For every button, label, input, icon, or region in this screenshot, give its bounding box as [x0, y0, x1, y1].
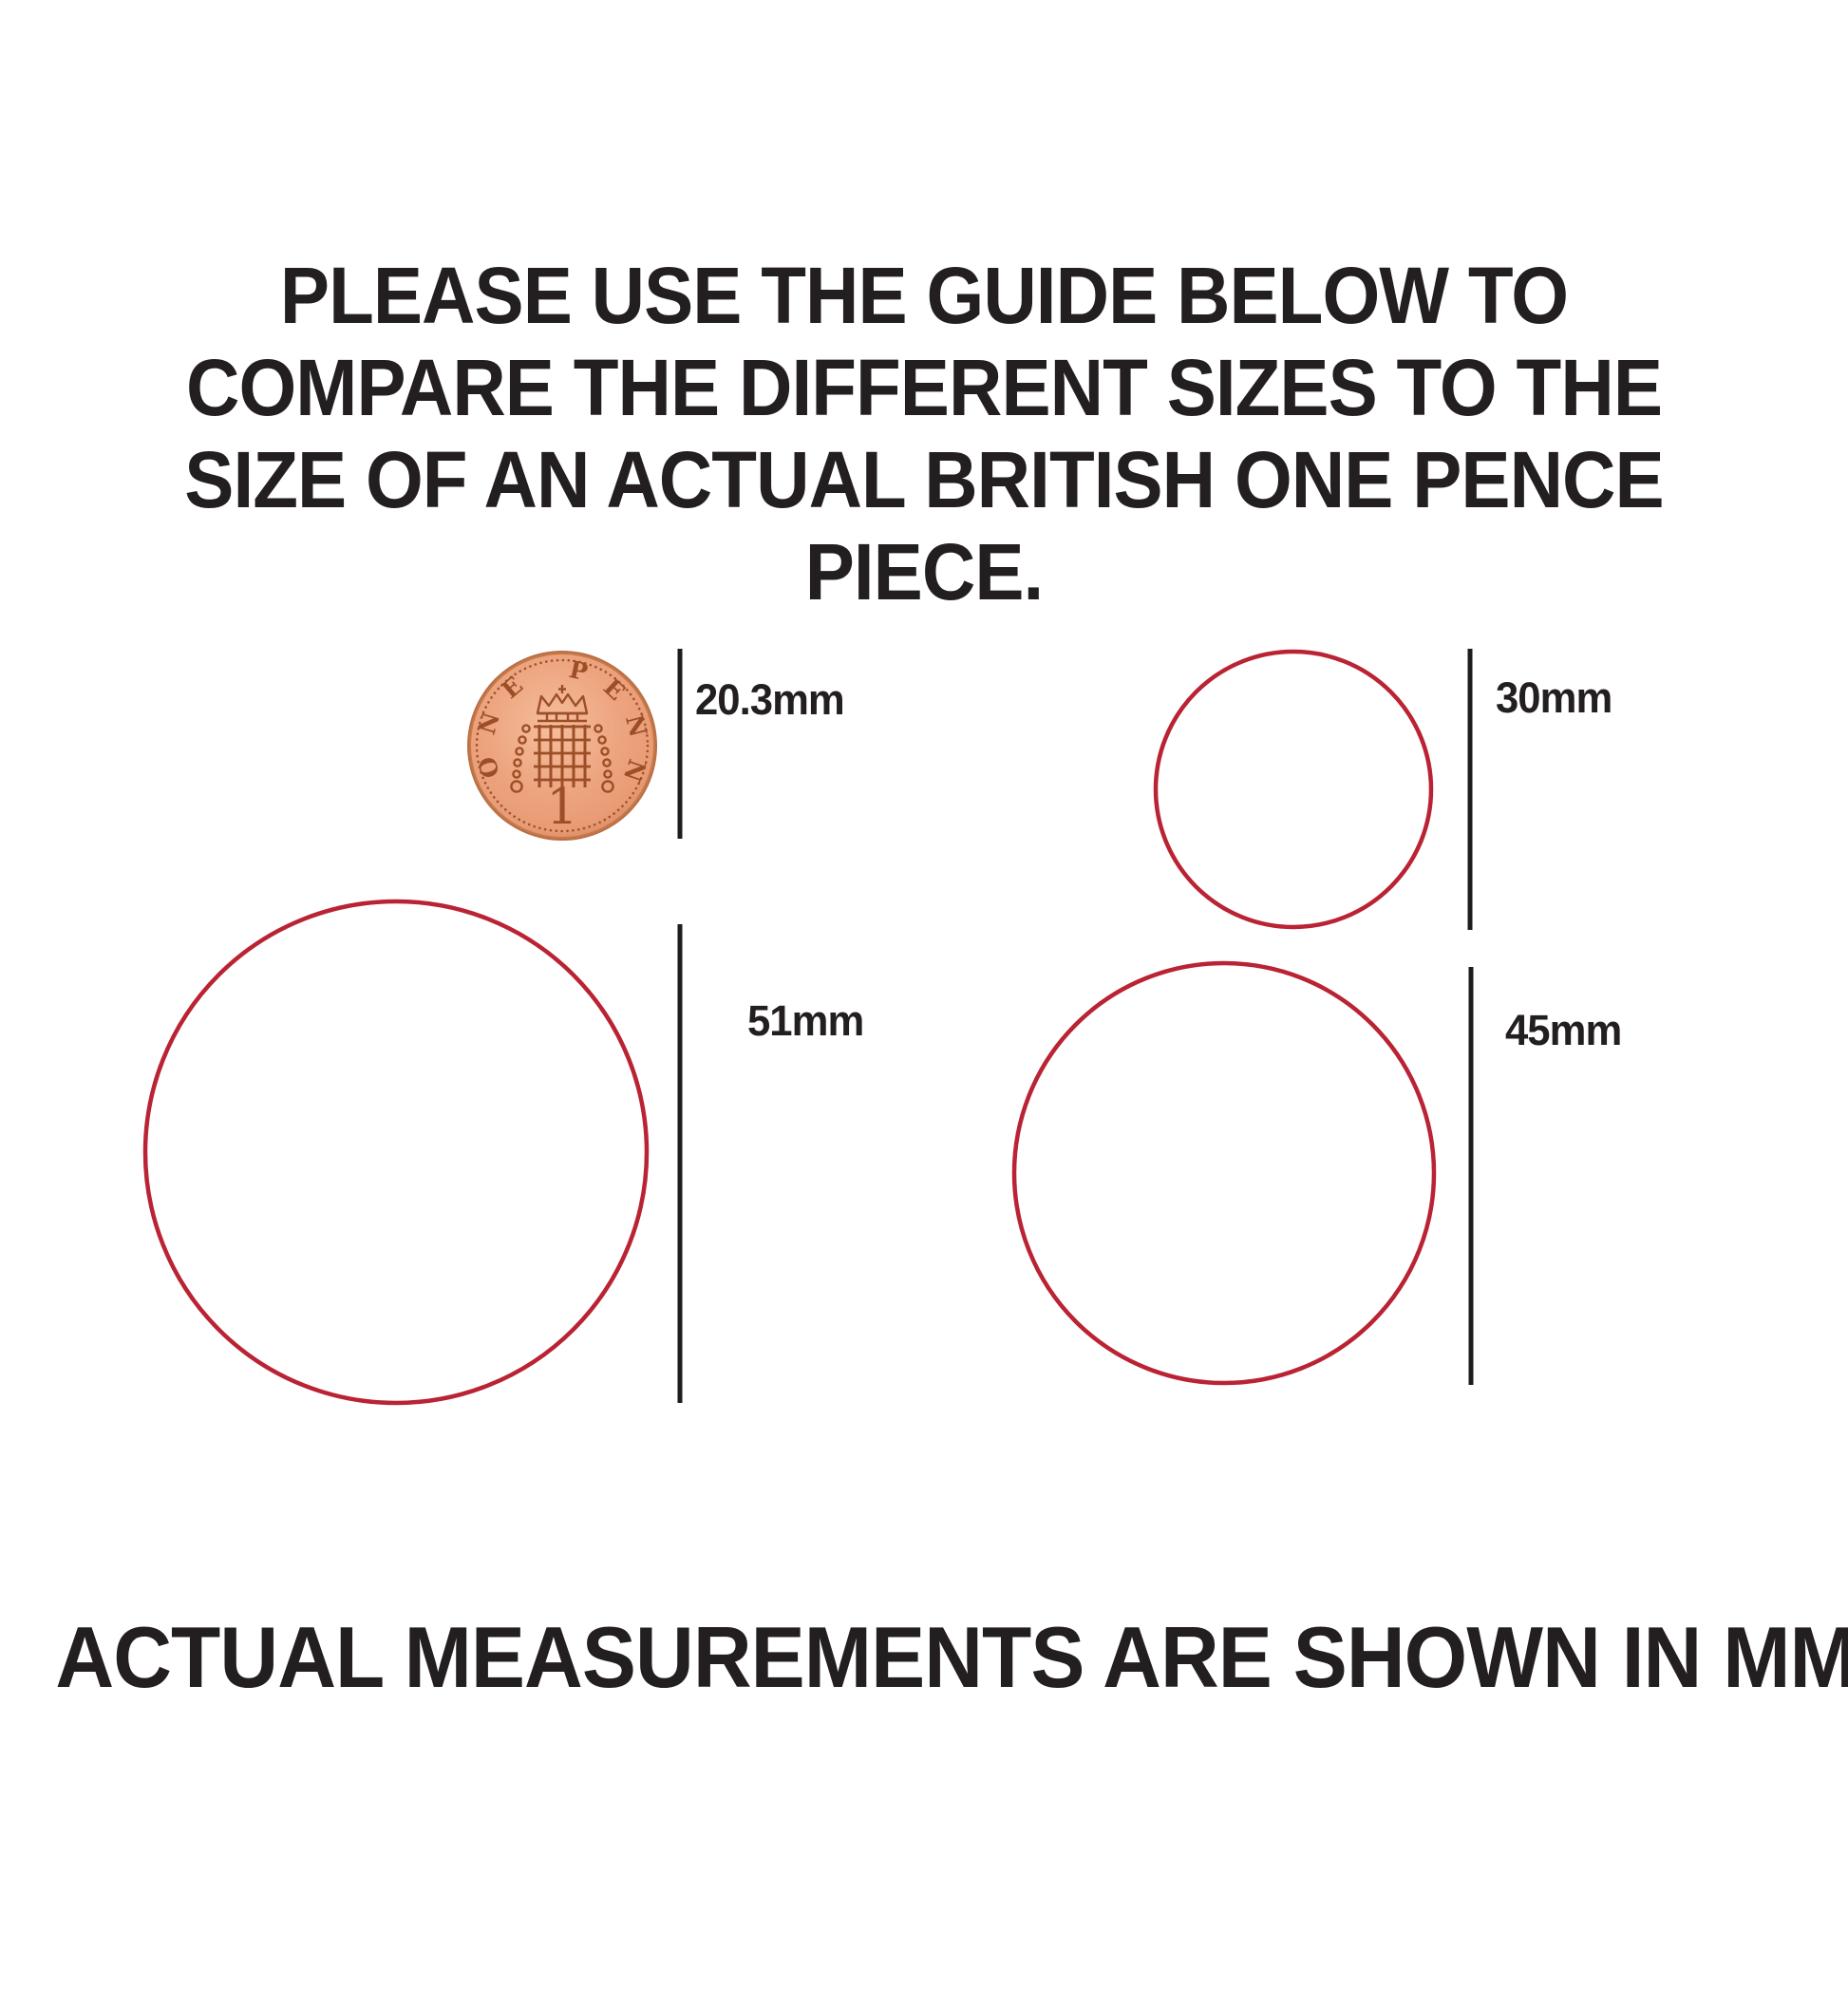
size-label-51mm: 51mm — [747, 996, 864, 1045]
coin-beaded-ring — [475, 658, 650, 833]
size-label-penny: 20.3mm — [695, 675, 845, 724]
title-line-2: COMPARE THE DIFFERENT SIZES TO THE — [185, 343, 1663, 432]
title-line-4: PIECE. — [804, 527, 1044, 616]
size-label-45mm: 45mm — [1505, 1006, 1622, 1054]
footer-note: ACTUAL MEASUREMENTS ARE SHOWN IN MM — [55, 1610, 1848, 1706]
penny-coin: ONE PENNY 1 — [465, 649, 657, 841]
size-circle-30mm — [1153, 649, 1434, 930]
portcullis-emblem — [510, 685, 614, 793]
title-line-1: PLEASE USE THE GUIDE BELOW TO — [279, 251, 1569, 340]
page-title: PLEASE USE THE GUIDE BELOW TO COMPARE TH… — [65, 250, 1783, 618]
size-circle-45mm — [1011, 960, 1437, 1386]
size-label-30mm: 30mm — [1496, 673, 1612, 722]
size-circle-51mm — [142, 899, 650, 1406]
title-line-3: SIZE OF AN ACTUAL BRITISH ONE PENCE — [184, 435, 1664, 524]
coin-denomination: 1 — [546, 779, 577, 836]
